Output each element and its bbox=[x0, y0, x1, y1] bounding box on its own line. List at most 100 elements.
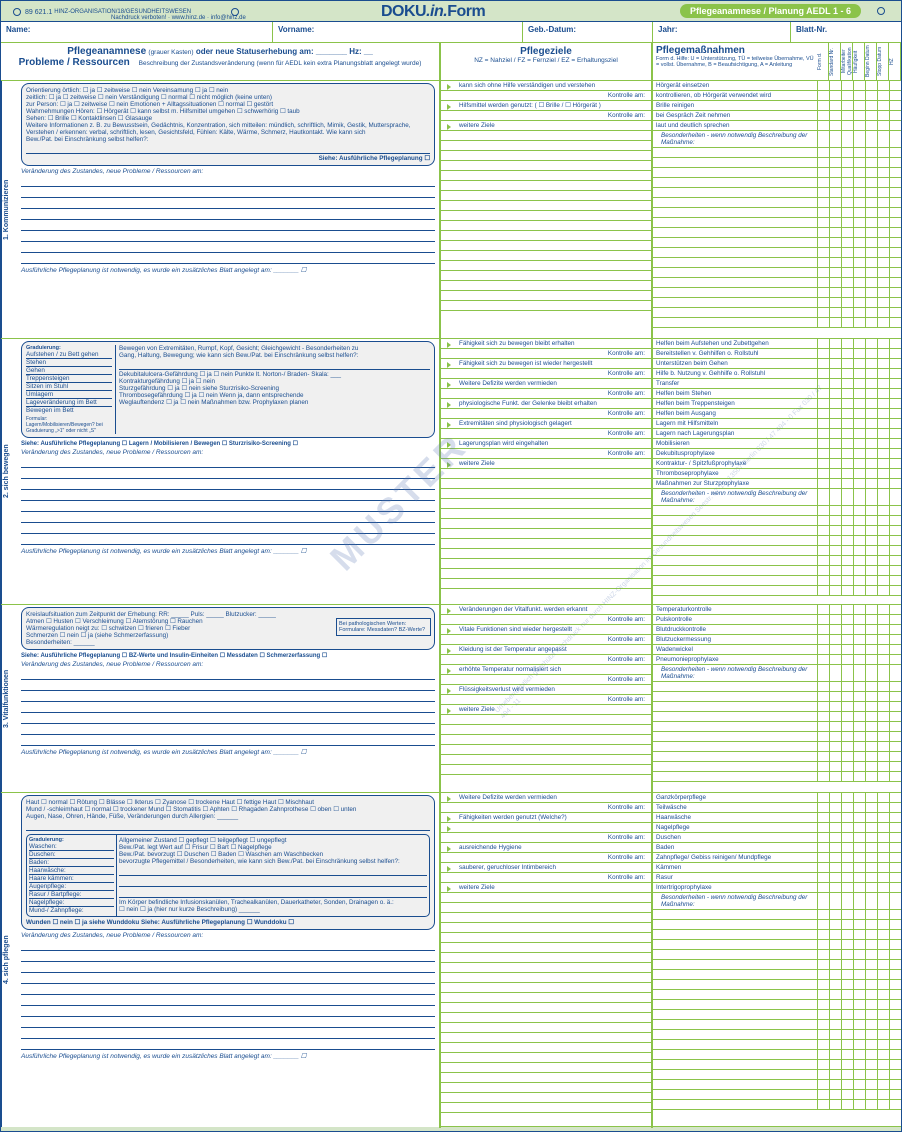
pflegeziel-row[interactable]: Hilfsmittel werden genutzt: ( ☐ Brille /… bbox=[441, 101, 651, 111]
blank-row[interactable] bbox=[441, 1073, 651, 1083]
blank-row[interactable] bbox=[441, 499, 651, 509]
pflegeziel-row[interactable]: Weitere Defizite werden vermieden bbox=[441, 379, 651, 389]
blank-row[interactable] bbox=[653, 188, 901, 198]
aedl1-line[interactable]: Wahrnehmungen Hören: ☐ Hörgerät ☐ kann s… bbox=[26, 108, 430, 115]
blank-row[interactable] bbox=[441, 1103, 651, 1113]
pflegeziel-row[interactable]: physiologische Funkt. der Gelenke bleibt… bbox=[441, 399, 651, 409]
blank-row[interactable] bbox=[441, 529, 651, 539]
blank-row[interactable] bbox=[441, 231, 651, 241]
aedl2-siehe[interactable]: Siehe: Ausführliche Pflegeplanung ☐ Lage… bbox=[21, 440, 435, 447]
blank-row[interactable] bbox=[441, 735, 651, 745]
pflegeziel-row[interactable]: Kleidung ist der Temperatur angepasst bbox=[441, 645, 651, 655]
blank-row[interactable] bbox=[441, 715, 651, 725]
blank-row[interactable] bbox=[441, 221, 651, 231]
aedl4-right[interactable]: Allgemeiner Zustand ☐ gepflegt ☐ teilgep… bbox=[119, 837, 427, 844]
pflegeziel-row[interactable]: Kontrolle am: bbox=[441, 655, 651, 665]
aedl1-line[interactable]: zur Person: ☐ ja ☐ zeitweise ☐ nein Emot… bbox=[26, 101, 430, 108]
blank-row[interactable] bbox=[441, 251, 651, 261]
aedl1-line[interactable]: Verstehen / erkennen: verbal, schriftlic… bbox=[26, 129, 430, 136]
aedl4-right[interactable]: bevorzugte Pflegemittel / Besonderheiten… bbox=[119, 858, 427, 865]
pflegeziel-row[interactable]: Extremitäten sind physiologisch gelagert bbox=[441, 419, 651, 429]
aedl1-line[interactable]: Bew./Pat. bei Einschränkung selbst helfe… bbox=[26, 136, 430, 143]
pflegeziel-row[interactable]: Kontrolle am: bbox=[441, 695, 651, 705]
massnahme-row[interactable]: Blutzuckermessung bbox=[653, 635, 901, 645]
massnahme-row[interactable]: Pneumonieprophylaxe bbox=[653, 655, 901, 665]
grad-item[interactable]: Haare kämmen: bbox=[29, 875, 114, 883]
blank-row[interactable] bbox=[653, 990, 901, 1000]
pflegeziel-row[interactable]: Kontrolle am: bbox=[441, 833, 651, 843]
blank-row[interactable] bbox=[653, 218, 901, 228]
blank-row[interactable] bbox=[441, 191, 651, 201]
blank-row[interactable] bbox=[441, 489, 651, 499]
blank-row[interactable] bbox=[653, 910, 901, 920]
blank-row[interactable] bbox=[653, 308, 901, 318]
massnahme-row[interactable]: Brille reinigen bbox=[653, 101, 901, 111]
aedl2-right[interactable]: Thrombosegefährdung ☐ ja ☐ nein Wenn ja,… bbox=[119, 392, 430, 399]
pflegeziel-row[interactable]: Veränderungen der Vitalfunkt. werden erk… bbox=[441, 605, 651, 615]
aedl2-right[interactable]: Dekubitalulcera-Gefährdung ☐ ja ☐ nein P… bbox=[119, 371, 430, 378]
grad-item[interactable]: Mund-/ Zahnpflege: bbox=[29, 907, 114, 914]
pflegeziel-row[interactable]: Kontrolle am: bbox=[441, 675, 651, 685]
blank-row[interactable] bbox=[441, 171, 651, 181]
blank-row[interactable] bbox=[653, 546, 901, 556]
pflegeziel-row[interactable]: Kontrolle am: bbox=[441, 803, 651, 813]
blank-row[interactable] bbox=[441, 903, 651, 913]
blank-row[interactable] bbox=[441, 261, 651, 271]
grad-item[interactable]: Treppensteigen bbox=[26, 375, 112, 383]
blank-row[interactable] bbox=[653, 1050, 901, 1060]
blank-row[interactable] bbox=[441, 973, 651, 983]
grad-item[interactable]: Gehen bbox=[26, 367, 112, 375]
grad-item[interactable]: Waschen: bbox=[29, 843, 114, 851]
massnahme-row[interactable]: Transfer bbox=[653, 379, 901, 389]
aedl1-line[interactable]: zeitlich: ☐ ja ☐ zeitweise ☐ nein Verstä… bbox=[26, 94, 430, 101]
blank-row[interactable] bbox=[441, 913, 651, 923]
blank-row[interactable] bbox=[441, 539, 651, 549]
blank-row[interactable] bbox=[653, 536, 901, 546]
massnahme-row[interactable]: Wadenwickel bbox=[653, 645, 901, 655]
blank-row[interactable] bbox=[653, 1020, 901, 1030]
blank-row[interactable] bbox=[441, 1093, 651, 1103]
blank-row[interactable] bbox=[653, 228, 901, 238]
massnahme-row[interactable]: Maßnahmen zur Sturzprophylaxe bbox=[653, 479, 901, 489]
blank-row[interactable] bbox=[653, 702, 901, 712]
blank-row[interactable] bbox=[441, 281, 651, 291]
blank-row[interactable] bbox=[441, 923, 651, 933]
ausf-note[interactable]: Ausführliche Pflegeplanung ist notwendig… bbox=[21, 266, 435, 274]
ausf-note[interactable]: Ausführliche Pflegeplanung ist notwendig… bbox=[21, 1052, 435, 1060]
blank-row[interactable] bbox=[653, 288, 901, 298]
blank-row[interactable] bbox=[441, 519, 651, 529]
aedl3-line[interactable]: Besonderheiten: ______ bbox=[26, 639, 430, 646]
pflegeziel-row[interactable]: weitere Ziele bbox=[441, 705, 651, 715]
wunden-line[interactable]: Wunden ☐ nein ☐ ja siehe Wunddoku Siehe:… bbox=[26, 919, 430, 926]
grad-item[interactable]: Baden: bbox=[29, 859, 114, 867]
blank-row[interactable] bbox=[441, 1083, 651, 1093]
blank-row[interactable] bbox=[653, 258, 901, 268]
blank-row[interactable] bbox=[441, 161, 651, 171]
blank-row[interactable] bbox=[441, 983, 651, 993]
pflegeziel-row[interactable]: kann sich ohne Hilfe verständigen und ve… bbox=[441, 81, 651, 91]
grad-item[interactable]: Lageveränderung im Bett bbox=[26, 399, 112, 407]
aedl2-right[interactable]: Kontrakturgefährdung ☐ ja ☐ nein bbox=[119, 378, 430, 385]
blank-row[interactable] bbox=[653, 178, 901, 188]
aedl4-right[interactable]: Bew./Pat. legt Wert auf ☐ Frisur ☐ Bart … bbox=[119, 844, 427, 851]
blank-row[interactable] bbox=[441, 509, 651, 519]
blank-row[interactable] bbox=[653, 930, 901, 940]
massnahme-row[interactable]: kontrollieren, ob Hörgerät verwendet wir… bbox=[653, 91, 901, 101]
massnahme-row[interactable]: Besonderheiten - wenn notwendig Beschrei… bbox=[653, 893, 901, 910]
gebdatum-field[interactable]: Geb.-Datum: bbox=[523, 22, 653, 42]
massnahme-row[interactable]: Hilfe b. Nutzung v. Gehhilfe o. Rollstuh… bbox=[653, 369, 901, 379]
blank-row[interactable] bbox=[653, 506, 901, 516]
pflegeziel-row[interactable]: Kontrolle am: bbox=[441, 873, 651, 883]
blank-row[interactable] bbox=[653, 248, 901, 258]
aedl4-right[interactable]: Bew./Pat. bevorzugt ☐ Duschen ☐ Baden ☐ … bbox=[119, 851, 427, 858]
blank-row[interactable] bbox=[653, 772, 901, 782]
pflegeziel-row[interactable]: Kontrolle am: bbox=[441, 635, 651, 645]
jahr-field[interactable]: Jahr: bbox=[653, 22, 791, 42]
blank-row[interactable] bbox=[653, 566, 901, 576]
pflegeziel-row[interactable]: weitere Ziele bbox=[441, 883, 651, 893]
pflegeziel-row[interactable]: Kontrolle am: bbox=[441, 349, 651, 359]
blank-row[interactable] bbox=[441, 745, 651, 755]
blank-row[interactable] bbox=[653, 752, 901, 762]
blank-row[interactable] bbox=[441, 993, 651, 1003]
pflegeziel-row[interactable]: Kontrolle am: bbox=[441, 389, 651, 399]
